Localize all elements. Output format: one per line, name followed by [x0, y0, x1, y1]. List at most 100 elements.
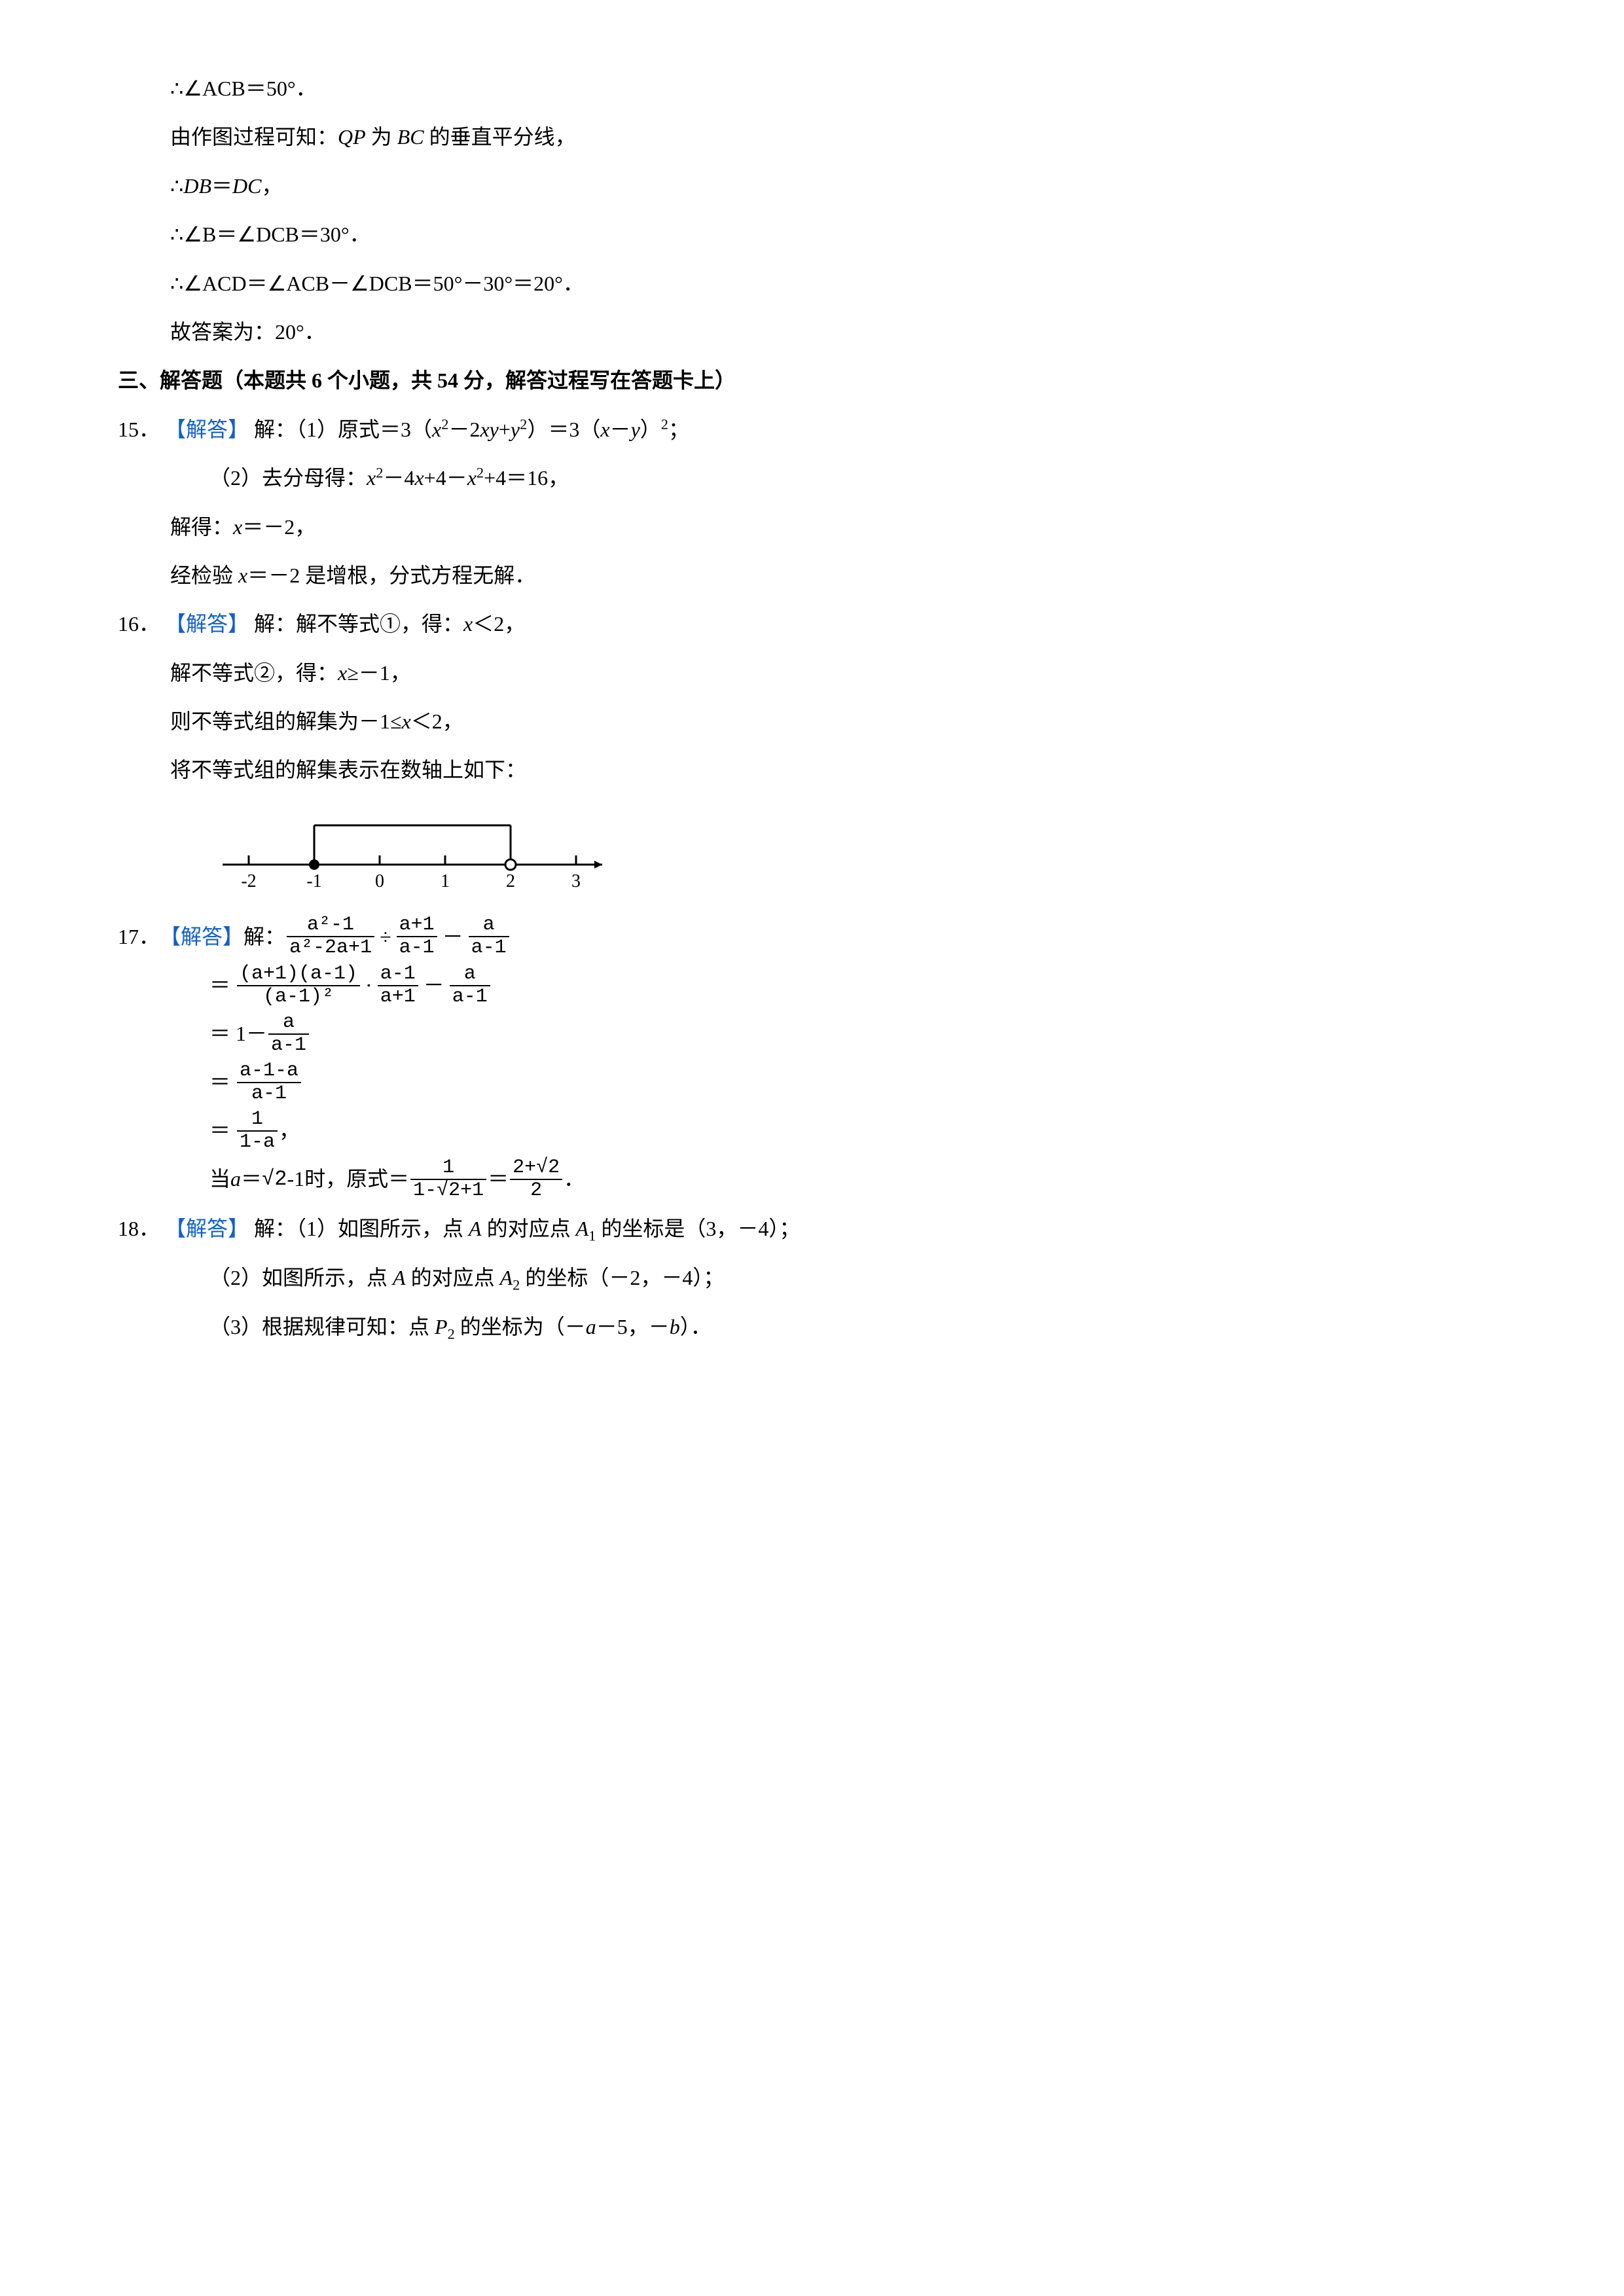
- text: 由作图过程可知：: [170, 125, 338, 149]
- sub: 2: [448, 1325, 455, 1342]
- sub: 1: [588, 1228, 596, 1244]
- num: a: [469, 914, 509, 937]
- text: 解：: [244, 914, 285, 960]
- text: －: [610, 418, 631, 441]
- frac: a-1-aa-1: [237, 1060, 301, 1105]
- sup: 2: [441, 416, 448, 432]
- q17-step-2: ＝ 1－ aa-1: [209, 1012, 1506, 1056]
- q16-line-3: 则不等式组的解集为－1≤x＜2，: [118, 698, 1506, 744]
- num: a-1: [378, 963, 418, 986]
- var: x: [414, 466, 424, 490]
- q17-steps: ＝ (a+1)(a-1)(a-1)² · a-1a+1 － aa-1 ＝ 1－ …: [118, 963, 1506, 1202]
- text: ；: [668, 418, 689, 441]
- q17-step-4: ＝ 11-a ，: [209, 1109, 1506, 1153]
- var: x: [432, 418, 441, 441]
- var: A: [469, 1217, 482, 1240]
- sub: 2: [513, 1276, 520, 1293]
- op-minus: －: [442, 914, 463, 960]
- text: ≥－1，: [347, 661, 411, 685]
- frac: 2+√22: [510, 1157, 562, 1202]
- section-3-heading: 三、解答题（本题共 6 个小题，共 54 分，解答过程写在答题卡上）: [118, 357, 1506, 403]
- num: a: [268, 1012, 309, 1035]
- frac: a+1a-1: [397, 914, 437, 959]
- num: (a+1)(a-1): [237, 963, 360, 986]
- var: x: [338, 661, 347, 685]
- eq-sign: ＝: [209, 1064, 236, 1102]
- num: a: [450, 963, 490, 986]
- text: 当: [209, 1160, 230, 1198]
- text: 的对应点: [406, 1266, 500, 1289]
- den: 2: [510, 1180, 562, 1202]
- var: x: [467, 466, 477, 490]
- var: y: [631, 418, 640, 441]
- text: －5，－: [596, 1315, 670, 1338]
- frac: (a+1)(a-1)(a-1)²: [237, 963, 360, 1008]
- num: a+1: [397, 914, 437, 937]
- svg-text:2: 2: [506, 871, 515, 891]
- text: 经检验: [170, 564, 238, 587]
- den: a-1: [237, 1083, 301, 1105]
- text: ＝: [211, 174, 232, 198]
- q16-line-2: 解不等式②，得：x≥－1，: [118, 650, 1506, 696]
- var: xy: [480, 418, 498, 441]
- text: 解得：: [170, 515, 233, 539]
- q17-final: 当 a ＝ √2 -1时，原式＝ 11-√2+1 ＝ 2+√22 ．: [209, 1157, 1506, 1202]
- den: a²-2a+1: [287, 937, 374, 959]
- sup: 2: [477, 464, 484, 480]
- text: 则不等式组的解集为－1≤: [170, 709, 402, 733]
- den: a-1: [268, 1035, 309, 1056]
- top-line-1: ∴∠ACB＝50°．: [118, 65, 1506, 111]
- var: x: [463, 612, 473, 636]
- eq-sign: ＝: [209, 1112, 236, 1150]
- text: 解不等式②，得：: [170, 661, 338, 685]
- q18-line-1: 18． 【解答】 解：（1）如图所示，点 A 的对应点 A1 的坐标是（3，－4…: [118, 1206, 1506, 1252]
- q18-number: 18．: [118, 1217, 160, 1240]
- svg-text:1: 1: [441, 871, 450, 891]
- q17-step-3: ＝ a-1-aa-1: [209, 1060, 1506, 1105]
- text: ，: [279, 1112, 300, 1150]
- var: a: [586, 1315, 596, 1338]
- var: A: [576, 1217, 589, 1240]
- q15-line-3: 解得：x＝－2，: [118, 504, 1506, 550]
- var: A: [500, 1266, 513, 1289]
- text: 解：（1）如图所示，点: [254, 1217, 469, 1240]
- frac: a-1a+1: [378, 963, 418, 1008]
- text: －4: [383, 466, 414, 490]
- svg-text:3: 3: [571, 871, 581, 891]
- op-div: ÷: [380, 914, 391, 960]
- text: ＜2，: [411, 709, 463, 733]
- text: 的坐标是（3，－4）；: [596, 1217, 800, 1240]
- var-qp: QP: [338, 125, 366, 149]
- svg-text:-2: -2: [241, 871, 256, 891]
- sup: 2: [661, 416, 668, 432]
- text: 的对应点: [482, 1217, 576, 1240]
- text: －2: [448, 418, 480, 441]
- q17-line-head: 17． 【解答】 解： a²-1a²-2a+1 ÷ a+1a-1 － aa-1: [118, 914, 1506, 960]
- var: x: [367, 466, 376, 490]
- top-line-3: ∴DB＝DC，: [118, 163, 1506, 209]
- eq-sign: ＝: [209, 1015, 236, 1053]
- text: 的坐标（－2，－4）；: [520, 1266, 724, 1289]
- num: a²-1: [287, 914, 374, 937]
- answer-tag: 【解答】: [160, 914, 244, 960]
- text: +4－: [424, 466, 467, 490]
- text: ）＝3（: [527, 418, 600, 441]
- sup: 2: [376, 464, 383, 480]
- answer-tag: 【解答】: [165, 612, 249, 636]
- q16-line-4: 将不等式组的解集表示在数轴上如下：: [118, 747, 1506, 793]
- den: 1-a: [237, 1132, 278, 1153]
- var: P: [435, 1315, 448, 1338]
- q16-line-1: 16． 【解答】 解：解不等式①，得：x＜2，: [118, 601, 1506, 647]
- text: ＜2，: [473, 612, 525, 636]
- text: ．: [564, 1160, 585, 1198]
- var: A: [393, 1266, 406, 1289]
- op-dot: ·: [365, 967, 372, 1005]
- frac: 11-√2+1: [410, 1157, 486, 1202]
- text: 的坐标为（－: [455, 1315, 586, 1338]
- num: a-1-a: [237, 1060, 301, 1083]
- text: ）．: [680, 1315, 712, 1338]
- text: +: [499, 418, 511, 441]
- text: （3）根据规律可知：点: [209, 1315, 435, 1338]
- top-line-6: 故答案为：20°．: [118, 309, 1506, 355]
- text: ∴: [170, 174, 183, 198]
